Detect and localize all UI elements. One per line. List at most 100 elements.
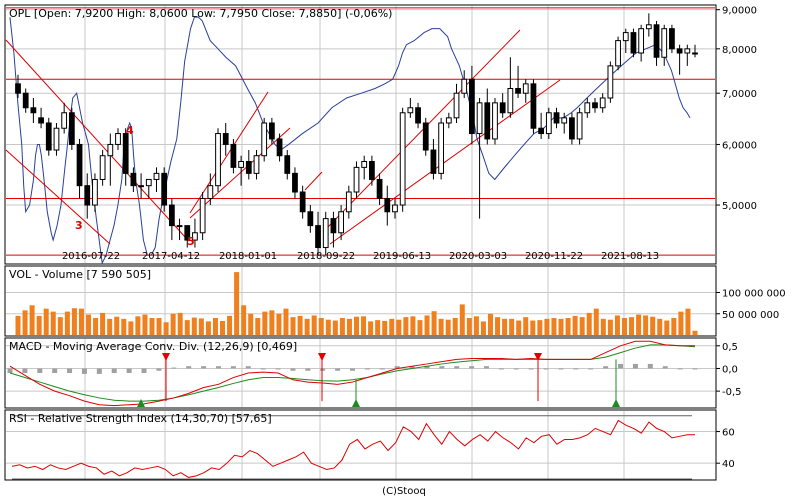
candle xyxy=(422,117,429,156)
candle xyxy=(592,97,598,113)
candle xyxy=(45,117,52,156)
candle xyxy=(168,198,175,241)
volume-bar xyxy=(290,317,296,335)
volume-bar xyxy=(551,318,557,335)
candle xyxy=(284,150,291,180)
candle xyxy=(315,211,321,256)
macd-signals xyxy=(137,353,620,407)
candle xyxy=(392,198,398,219)
macd-histogram-bar xyxy=(245,366,251,369)
volume-bar xyxy=(311,315,317,335)
candle xyxy=(322,211,329,256)
candle xyxy=(430,138,437,180)
candle xyxy=(68,107,75,151)
macd-histogram-bar xyxy=(201,366,207,369)
candle xyxy=(676,44,683,75)
macd-histogram-bar xyxy=(186,366,192,369)
volume-bar xyxy=(614,315,620,335)
volume-bar xyxy=(149,318,155,335)
candle xyxy=(161,167,168,212)
candle xyxy=(645,13,652,37)
sell-signal xyxy=(162,353,170,402)
sell-signal xyxy=(534,353,542,402)
candle xyxy=(61,102,68,134)
volume-panel: 100 000 000 50 000 000 VOL - Volume [7 59… xyxy=(4,265,786,337)
price-x-tick: 2020-03-03 xyxy=(449,251,507,262)
volume-bar xyxy=(502,318,508,335)
candle xyxy=(484,88,491,145)
candle xyxy=(476,97,483,219)
rsi-grid xyxy=(6,411,715,480)
annotation-3: 3 xyxy=(75,219,83,232)
volume-bar xyxy=(304,318,310,335)
candle xyxy=(561,112,568,134)
candle xyxy=(415,102,421,129)
volume-bar xyxy=(417,320,423,335)
candle xyxy=(230,138,237,174)
trend-line xyxy=(5,149,111,245)
volume-bar xyxy=(191,317,197,335)
price-x-ticks: 2016-07-22 2017-04-12 2018-01-01 2018-09-22… xyxy=(62,251,659,262)
volume-bar xyxy=(516,320,522,335)
volume-bar xyxy=(664,320,670,335)
candle xyxy=(522,79,529,103)
macd-histogram-bar xyxy=(647,363,653,369)
footer-copyright: (C)Stooq xyxy=(382,486,426,497)
candle xyxy=(122,128,129,186)
price-title: OPL [Open: 7,9200 High: 8,0600 Low: 7,79… xyxy=(9,7,392,20)
volume-bar xyxy=(332,320,338,335)
volume-bar xyxy=(650,316,656,335)
candle xyxy=(207,173,214,206)
macd-histogram-bar xyxy=(469,366,475,369)
annotation-4: 4 xyxy=(126,124,134,137)
volume-bar xyxy=(198,318,204,335)
candle xyxy=(615,36,621,71)
volume-bar xyxy=(255,318,261,335)
volume-bar xyxy=(530,320,536,335)
macd-histogram-bar xyxy=(618,363,624,369)
volume-bars xyxy=(15,272,698,335)
volume-bar xyxy=(29,305,35,335)
volume-bar xyxy=(86,314,92,335)
candle xyxy=(99,150,106,186)
volume-bar xyxy=(241,305,247,335)
buy-signal xyxy=(137,399,145,407)
price-panel: 9,0000 8,0000 7,0000 6,0000 5,0000 2016-07-2… xyxy=(4,4,757,265)
candle xyxy=(545,107,552,139)
macd-histogram-bar xyxy=(111,368,117,373)
candle xyxy=(445,112,452,129)
candle xyxy=(599,93,606,113)
volume-bar xyxy=(643,315,649,335)
volume-bar xyxy=(78,308,84,335)
macd-y-tick: 0,0 xyxy=(722,364,738,375)
rsi-y-ticks: 60 40 xyxy=(716,428,735,470)
macd-histogram-bar xyxy=(424,366,430,369)
macd-histogram-bar xyxy=(558,368,564,370)
volume-bar xyxy=(184,320,190,335)
candle xyxy=(345,185,352,219)
volume-bar xyxy=(636,314,642,335)
price-x-tick: 2016-07-22 xyxy=(62,251,120,262)
candle xyxy=(330,211,337,248)
volume-bar xyxy=(572,315,578,335)
volume-bar xyxy=(445,319,451,335)
candle xyxy=(353,161,360,199)
sell-signal xyxy=(318,353,326,402)
volume-bar xyxy=(558,318,564,335)
candle xyxy=(653,20,660,66)
macd-histogram-bar xyxy=(632,363,638,369)
macd-histogram-bar xyxy=(171,367,177,369)
candle xyxy=(53,122,60,156)
macd-grid xyxy=(6,339,715,407)
trend-line xyxy=(329,79,561,245)
candle xyxy=(130,167,137,193)
macd-histogram-bar xyxy=(126,368,132,373)
macd-line xyxy=(9,340,695,407)
macd-histogram-bar xyxy=(394,366,400,369)
candle xyxy=(76,138,83,199)
candle xyxy=(215,128,221,193)
price-x-tick: 2020-11-22 xyxy=(525,251,583,262)
rsi-y-tick: 40 xyxy=(722,459,735,470)
rsi-title: RSI - Relative Strength Index (14,30,70)… xyxy=(9,412,272,425)
candle xyxy=(438,117,445,180)
